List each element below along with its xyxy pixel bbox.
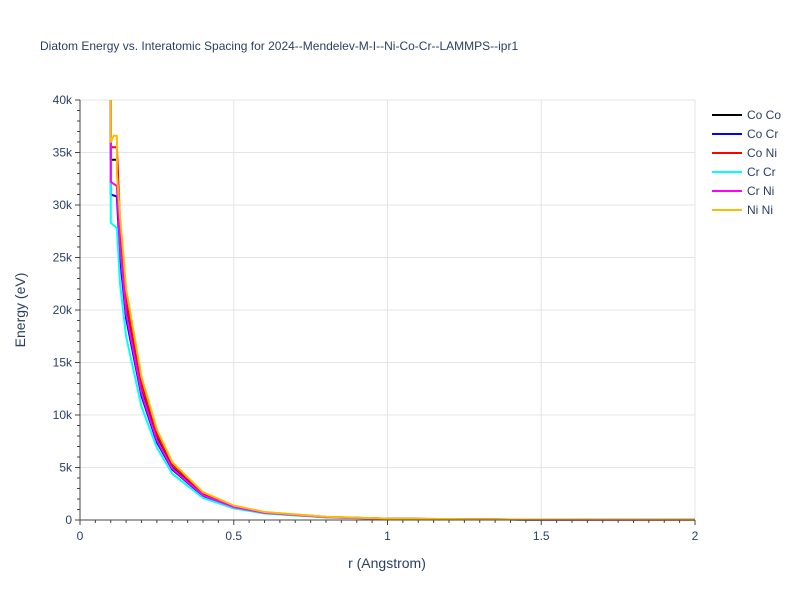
y-tick-label: 20k <box>53 303 73 317</box>
x-tick-label: 1 <box>384 529 391 543</box>
y-tick-label: 10k <box>53 408 73 422</box>
y-tick-label: 30k <box>53 198 73 212</box>
chart-title: Diatom Energy vs. Interatomic Spacing fo… <box>40 39 518 53</box>
legend-label: Co Cr <box>747 127 778 141</box>
x-tick-label: 0 <box>77 529 84 543</box>
axes <box>75 99 696 525</box>
legend-item[interactable]: Cr Cr <box>712 165 776 179</box>
y-tick-label: 0 <box>65 513 72 527</box>
x-axis-title: r (Angstrom) <box>348 555 426 571</box>
legend-label: Ni Ni <box>747 203 773 217</box>
legend-label: Co Ni <box>747 146 777 160</box>
series-line-5 <box>109 100 696 521</box>
legend-item[interactable]: Ni Ni <box>712 203 773 217</box>
x-tick-label: 2 <box>692 529 699 543</box>
legend-item[interactable]: Cr Ni <box>712 184 774 198</box>
y-tick-label: 25k <box>53 251 73 265</box>
x-tick-labels: 0 0.5 1 1.5 2 <box>77 529 699 543</box>
legend-label: Co Co <box>747 108 781 122</box>
y-axis-title: Energy (eV) <box>12 273 28 348</box>
legend-item[interactable]: Co Co <box>712 108 781 122</box>
legend-item[interactable]: Co Ni <box>712 146 777 160</box>
legend-label: Cr Cr <box>747 165 776 179</box>
y-tick-label: 5k <box>59 461 73 475</box>
y-tick-label: 40k <box>53 93 73 107</box>
gridlines <box>80 99 696 520</box>
y-tick-label: 35k <box>53 146 73 160</box>
y-tick-labels: 0 5k 10k 15k 20k 25k 30k 35k 40k <box>53 93 73 527</box>
series-lines <box>109 100 696 521</box>
x-tick-label: 0.5 <box>225 529 242 543</box>
legend-item[interactable]: Co Cr <box>712 127 778 141</box>
y-tick-label: 15k <box>53 356 73 370</box>
legend: Co Co Co Cr Co Ni Cr Cr Cr Ni Ni Ni <box>712 108 781 217</box>
legend-label: Cr Ni <box>747 184 774 198</box>
x-tick-label: 1.5 <box>533 529 550 543</box>
